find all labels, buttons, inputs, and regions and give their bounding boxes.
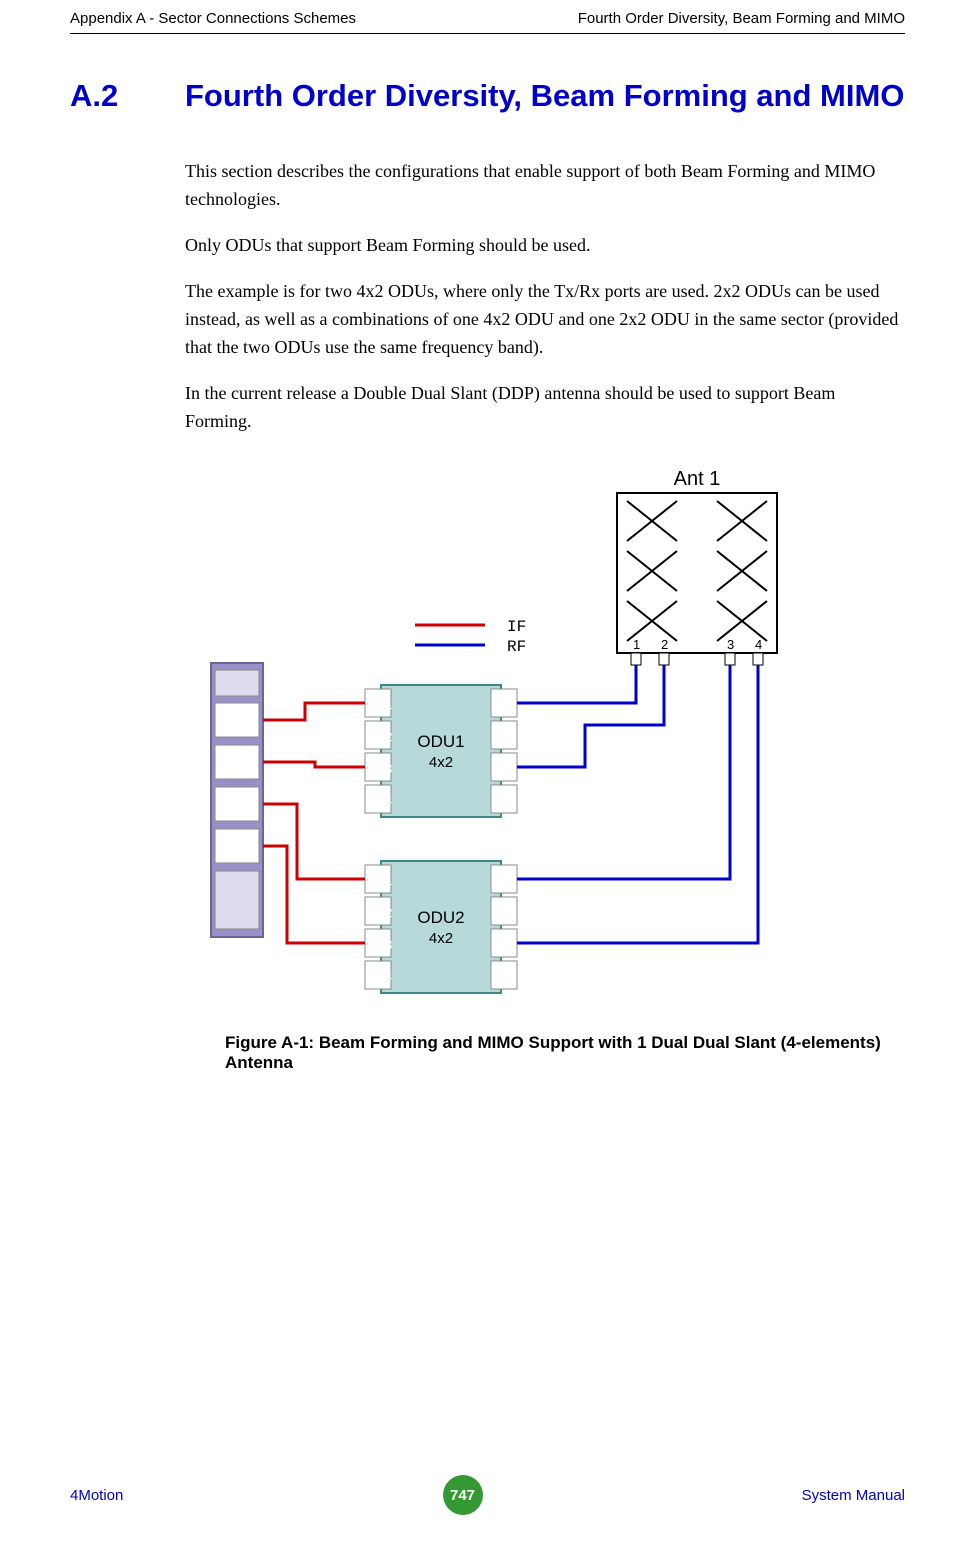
svg-text:1: 1 — [493, 873, 500, 888]
antenna-port-num: 2 — [661, 637, 668, 652]
footer-left: 4Motion — [70, 1487, 123, 1504]
svg-text:4: 4 — [385, 969, 392, 984]
svg-text:2: 2 — [493, 729, 500, 744]
antenna-port-num: 3 — [727, 637, 734, 652]
antenna-label: Ant 1 — [674, 468, 721, 490]
svg-text:4: 4 — [493, 969, 500, 984]
svg-text:2: 2 — [385, 729, 392, 744]
svg-text:4: 4 — [385, 793, 392, 808]
figure-caption: Figure A-1: Beam Forming and MIMO Suppor… — [225, 1033, 905, 1073]
footer-right: System Manual — [802, 1487, 905, 1504]
odu2-sub: 4x2 — [429, 930, 453, 947]
antenna-port-num: 1 — [633, 637, 640, 652]
svg-text:3: 3 — [385, 937, 392, 952]
svg-text:1: 1 — [385, 873, 392, 888]
page-number-badge: 747 — [443, 1475, 483, 1515]
svg-text:2: 2 — [385, 905, 392, 920]
svg-text:1: 1 — [385, 697, 392, 712]
svg-text:1: 1 — [493, 697, 500, 712]
section-title: Fourth Order Diversity, Beam Forming and… — [185, 76, 905, 116]
header-right: Fourth Order Diversity, Beam Forming and… — [578, 10, 905, 27]
svg-text:3: 3 — [493, 761, 500, 776]
if-lines — [263, 703, 365, 943]
section-number: A.2 — [70, 76, 185, 116]
paragraph: The example is for two 4x2 ODUs, where o… — [185, 278, 905, 362]
svg-text:3: 3 — [493, 937, 500, 952]
svg-text:4: 4 — [493, 793, 500, 808]
odu1-label: ODU1 — [417, 732, 464, 751]
legend-rf: RF — [507, 638, 526, 656]
odu1: ODU1 4x2 1 2 3 4 1 2 3 4 — [365, 685, 517, 817]
odu2-label: ODU2 — [417, 908, 464, 927]
paragraph: This section describes the configuration… — [185, 158, 905, 214]
header-left: Appendix A - Sector Connections Schemes — [70, 10, 356, 27]
paragraph: Only ODUs that support Beam Forming shou… — [185, 232, 905, 260]
section-heading: A.2 Fourth Order Diversity, Beam Forming… — [70, 76, 905, 116]
antenna-port-num: 4 — [755, 637, 762, 652]
svg-text:2: 2 — [493, 905, 500, 920]
page-header: Appendix A - Sector Connections Schemes … — [70, 0, 905, 34]
rf-lines — [517, 665, 758, 943]
paragraph: In the current release a Double Dual Sla… — [185, 380, 905, 436]
figure: Ant 1 1 2 3 4 — [185, 465, 905, 1073]
svg-text:3: 3 — [385, 761, 392, 776]
diagram-svg: Ant 1 1 2 3 4 — [185, 465, 845, 1015]
odu2: ODU2 4x2 1 2 3 4 1 2 3 4 — [365, 861, 517, 993]
legend-if: IF — [507, 618, 526, 636]
body-text: This section describes the configuration… — [185, 158, 905, 435]
controller-card — [211, 663, 263, 937]
antenna-port-stubs — [631, 653, 763, 665]
page-footer: 4Motion 747 System Manual — [70, 1475, 905, 1515]
odu1-sub: 4x2 — [429, 754, 453, 771]
legend: IF RF — [415, 618, 526, 656]
